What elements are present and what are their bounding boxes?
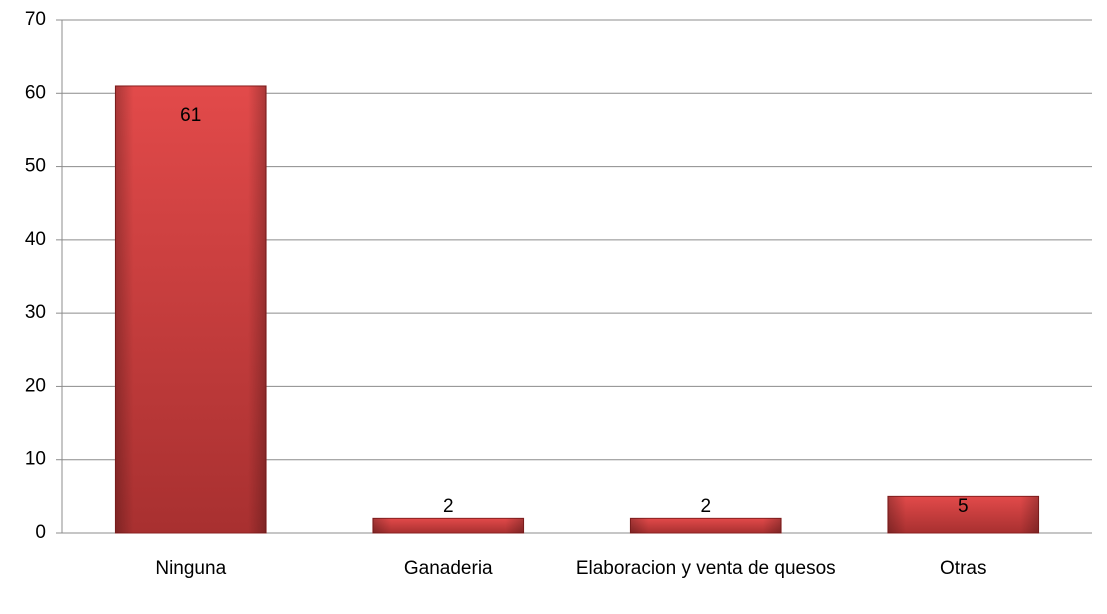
y-tick-label: 60	[25, 82, 46, 103]
bar-shade	[630, 518, 782, 533]
y-tick-label: 40	[25, 229, 46, 250]
bar-group	[372, 517, 525, 534]
bar-group	[629, 517, 782, 534]
y-tick-label: 10	[25, 449, 46, 470]
x-tick-label: Elaboracion y venta de quesos	[575, 558, 836, 579]
y-tick-label: 70	[25, 9, 46, 30]
bar-group	[114, 85, 267, 534]
data-label: 2	[700, 496, 711, 517]
x-tick-label: Ninguna	[155, 558, 227, 579]
data-label: 61	[180, 105, 201, 126]
x-tick-label: Ganaderia	[403, 558, 493, 579]
y-tick-label: 0	[35, 522, 46, 543]
x-tick-label: Otras	[940, 558, 987, 579]
y-tick-label: 30	[25, 302, 46, 323]
bar-shade	[372, 518, 524, 533]
bar-shade	[115, 85, 267, 533]
bar-group	[887, 495, 1040, 534]
y-tick-label: 50	[25, 156, 46, 177]
data-label: 2	[443, 496, 454, 517]
y-tick-label: 20	[25, 375, 46, 396]
data-label: 5	[958, 496, 969, 517]
bar-shade	[887, 496, 1039, 533]
